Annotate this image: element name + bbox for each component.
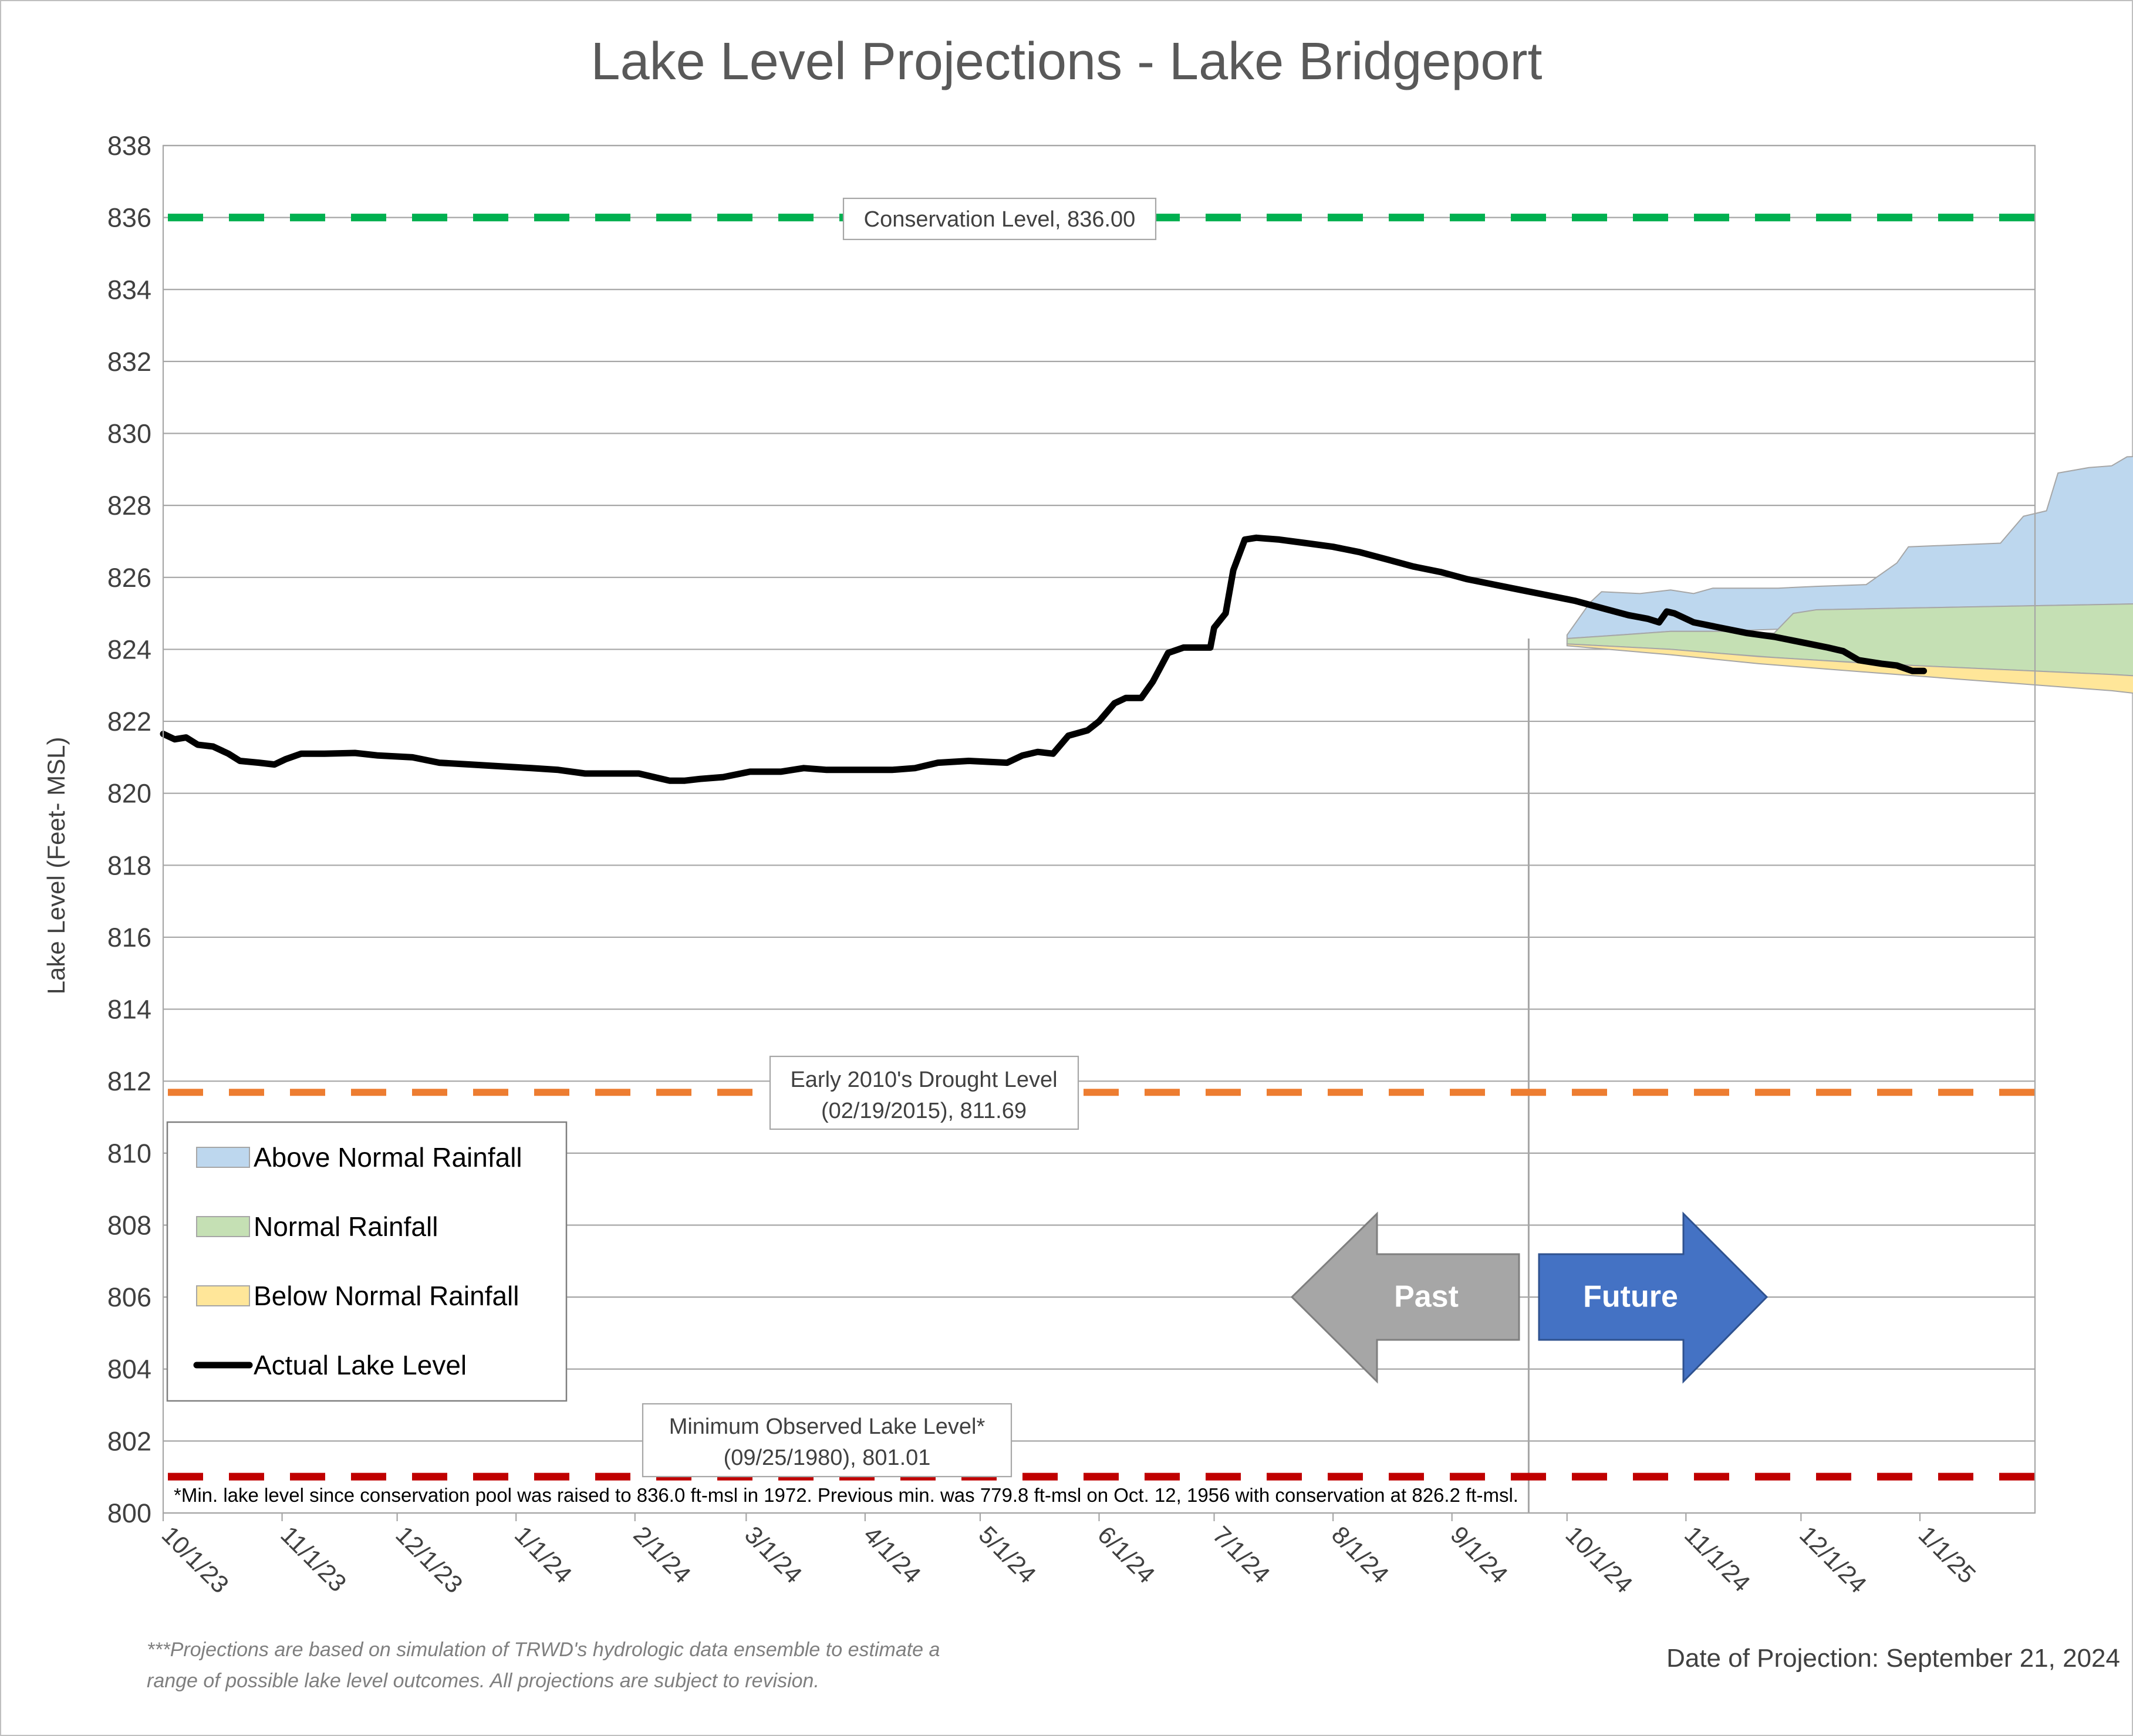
x-tick-label-12/1/24: 12/1/24	[1794, 1521, 1872, 1598]
legend-item-above-normal: Above Normal Rainfall	[196, 1142, 522, 1173]
past-arrow: Past	[1290, 1211, 1520, 1384]
past-label: Past	[1394, 1280, 1459, 1314]
x-tick-label-10/1/24: 10/1/24	[1560, 1521, 1638, 1598]
area-below-normal-rainfall	[1566, 643, 2133, 694]
x-tick-label-9/1/24: 9/1/24	[1445, 1521, 1513, 1589]
legend-swatch-normal	[196, 1216, 250, 1237]
x-tick-label-8/1/24: 8/1/24	[1327, 1521, 1395, 1589]
y-tick-label-838: 838	[107, 131, 151, 161]
y-tick-label-836: 836	[107, 203, 151, 233]
projection-areas	[1566, 455, 2133, 694]
legend-swatch-above-normal	[196, 1147, 250, 1168]
y-tick-label-808: 808	[107, 1210, 151, 1240]
y-tick-label-804: 804	[107, 1355, 151, 1384]
drought-level-label: Early 2010's Drought Level (02/19/2015),…	[769, 1055, 1079, 1130]
minimum-level-label-line2: (09/25/1980), 801.01	[724, 1445, 931, 1470]
x-tick-label-1/1/24: 1/1/24	[509, 1521, 578, 1589]
x-tick-label-5/1/24: 5/1/24	[974, 1521, 1042, 1589]
y-axis-label: Lake Level (Feet- MSL)	[42, 737, 70, 995]
x-tick-label-4/1/24: 4/1/24	[859, 1521, 927, 1589]
drought-level-label-line2: (02/19/2015), 811.69	[821, 1099, 1027, 1123]
y-tick-label-802: 802	[107, 1426, 151, 1456]
minimum-level-footnote: *Min. lake level since conservation pool…	[174, 1484, 1518, 1506]
y-tick-label-818: 818	[107, 850, 151, 880]
actual-lake-level-line	[160, 534, 1927, 784]
future-label: Future	[1583, 1280, 1678, 1314]
x-tick-label-11/1/24: 11/1/24	[1679, 1521, 1756, 1597]
legend-label-normal: Normal Rainfall	[254, 1211, 438, 1242]
y-tick-label-806: 806	[107, 1282, 151, 1312]
x-axis-tick-labels: 10/1/23 11/1/23 12/1/23 1/1/24 2/1/24 3/1/24 4…	[157, 1521, 1982, 1598]
projection-disclaimer-line1: ***Projections are based on simulation o…	[147, 1639, 940, 1661]
projection-date: Date of Projection: September 21, 2024	[1666, 1644, 2120, 1673]
y-tick-label-824: 824	[107, 634, 151, 664]
minimum-level-label: Minimum Observed Lake Level* (09/25/1980…	[642, 1403, 1013, 1478]
y-tick-label-812: 812	[107, 1066, 151, 1096]
x-tick-label-2/1/24: 2/1/24	[628, 1521, 696, 1589]
conservation-level-label-text: Conservation Level, 836.00	[864, 207, 1136, 232]
y-tick-label-820: 820	[107, 779, 151, 809]
legend-item-normal: Normal Rainfall	[196, 1211, 438, 1242]
plot-border	[162, 144, 2036, 1514]
actual-lake-level-series	[160, 534, 1927, 784]
x-tick-label-1/1/25: 1/1/25	[1913, 1521, 1982, 1589]
chart-title: Lake Level Projections - Lake Bridgeport	[591, 32, 1543, 91]
legend-label-above-normal: Above Normal Rainfall	[254, 1142, 522, 1173]
legend-label-below-normal: Below Normal Rainfall	[254, 1281, 519, 1311]
y-tick-label-800: 800	[107, 1498, 151, 1528]
x-tick-label-3/1/24: 3/1/24	[740, 1521, 808, 1589]
legend-item-actual: Actual Lake Level	[193, 1350, 467, 1380]
plot-area-border	[162, 144, 2036, 1514]
legend-item-below-normal: Below Normal Rainfall	[196, 1281, 519, 1311]
y-axis-tick-labels: 800 802 804 806 808 810 812 814 816 818 820 822 824 8…	[107, 131, 151, 1528]
y-tick-label-810: 810	[107, 1139, 151, 1168]
y-tick-label-826: 826	[107, 563, 151, 593]
x-tick-label-6/1/24: 6/1/24	[1092, 1521, 1160, 1589]
drought-level-label-line1: Early 2010's Drought Level	[790, 1068, 1057, 1092]
y-tick-label-822: 822	[107, 707, 151, 737]
conservation-level-label: Conservation Level, 836.00	[842, 197, 1157, 241]
minimum-level-label-line1: Minimum Observed Lake Level*	[669, 1414, 986, 1439]
future-arrow: Future	[1538, 1211, 1769, 1384]
legend-swatch-below-normal	[196, 1285, 250, 1306]
x-tick-label-10/1/23: 10/1/23	[157, 1521, 234, 1598]
x-tick-label-11/1/23: 11/1/23	[275, 1521, 352, 1597]
y-tick-label-830: 830	[107, 419, 151, 449]
projection-disclaimer-line2: range of possible lake level outcomes. A…	[147, 1670, 819, 1692]
x-tick-label-12/1/23: 12/1/23	[390, 1521, 468, 1598]
y-tick-label-816: 816	[107, 923, 151, 953]
y-tick-label-828: 828	[107, 491, 151, 521]
y-tick-label-832: 832	[107, 347, 151, 377]
y-tick-label-834: 834	[107, 275, 151, 305]
y-tick-label-814: 814	[107, 995, 151, 1025]
x-tick-label-7/1/24: 7/1/24	[1207, 1521, 1275, 1589]
area-above-normal-rainfall	[1566, 455, 2133, 640]
legend-label-actual: Actual Lake Level	[254, 1350, 467, 1380]
legend: Above Normal Rainfall Normal Rainfall Be…	[166, 1121, 568, 1402]
